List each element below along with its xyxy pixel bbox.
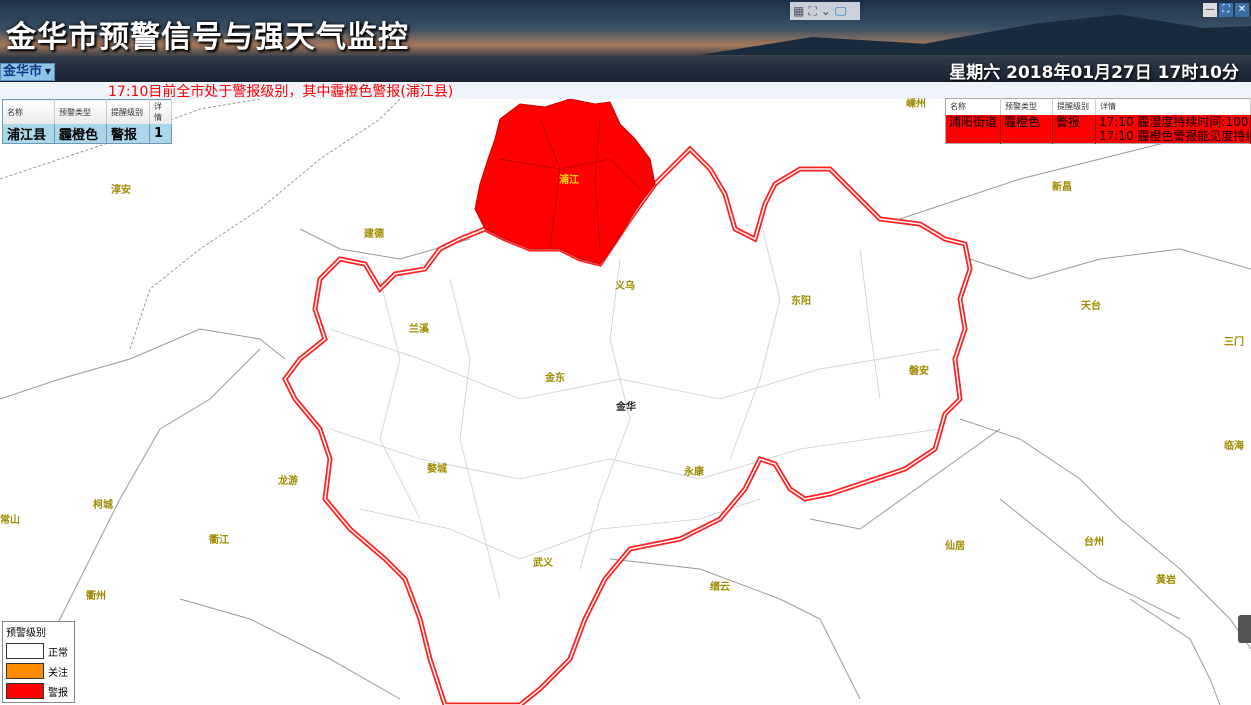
map[interactable] [0,99,1251,705]
map-label-panan: 磐安 [909,366,929,377]
cell-type: 霾橙色 [1000,114,1054,143]
legend-label: 警报 [48,687,68,699]
map-label-wuyi: 武义 [533,558,553,569]
map-label-xianju: 仙居 [945,541,965,552]
table-row[interactable]: 浦阳街道 霾橙色 警报 17:10 霾湿度持续时间:100 17:10 霾橙色警报… [945,114,1251,143]
pujiang-county-alert [474,99,656,265]
map-label-jinhua: 金华 [616,402,636,413]
legend-swatch [6,643,44,659]
table-header-row: 名称 预警类型 提醒级别 详情 [2,99,172,124]
column-header: 详情 [1095,98,1251,115]
map-label-taizhou: 台州 [1084,537,1104,548]
cell-detail: 17:10 霾湿度持续时间:100 17:10 霾橙色警报能见度持续 [1095,114,1251,143]
minimize-icon[interactable]: — [1203,3,1217,17]
map-label-chunan: 淳安 [111,185,131,196]
township-boundaries [329,218,941,600]
legend-label: 正常 [48,647,68,659]
township-alert-table: 名称 预警类型 提醒级别 详情 浦阳街道 霾橙色 警报 17:10 霾湿度持续时… [945,98,1251,144]
map-label-jiande: 建德 [364,229,384,240]
map-label-linhai: 临海 [1224,441,1244,452]
legend-item-normal: 正常 [6,643,71,659]
legend-item-alarm: 警报 [6,683,71,699]
map-label-jindong: 金东 [545,373,565,384]
window-controls: — ⛶ ✕ [1203,3,1249,17]
header-banner: 金华市预警信号与强天气监控 ▦ ⛶ ⌄ 🖵 — ⛶ ✕ 星期六 2018年01月… [0,0,1251,82]
cell-level: 警报 [106,124,150,144]
app-title: 金华市预警信号与强天气监控 [6,20,409,55]
region-select[interactable]: 金华市 ▼ [0,63,55,81]
legend-title: 预警级别 [6,628,46,639]
cell-level: 警报 [1052,114,1097,143]
map-label-kecheng: 柯城 [93,500,113,511]
maximize-icon[interactable]: ⛶ [1219,3,1233,17]
map-label-quzhou: 衢州 [86,591,106,602]
county-alert-table: 名称 预警类型 提醒级别 详情 浦江县 霾橙色 警报 1 [2,99,172,144]
neighbor-boundaries [0,99,1251,705]
map-label-changshan: 常山 [0,515,20,526]
map-toolbar: ▦ ⛶ ⌄ 🖵 [790,2,860,20]
region-select-value: 金华市 [3,64,43,79]
map-label-huangyan: 黄岩 [1156,575,1176,586]
legend-label: 关注 [48,667,68,679]
cell-type: 霾橙色 [54,124,107,144]
map-label-shengzhou: 嵊州 [906,99,926,110]
map-label-sanmen: 三门 [1224,337,1244,348]
table-row[interactable]: 浦江县 霾橙色 警报 1 [2,124,172,144]
detail-line: 17:10 霾湿度持续时间:100 [1099,114,1249,129]
alert-bar [0,82,1251,99]
grid-icon[interactable]: ▦ [793,4,805,18]
side-panel-toggle[interactable] [1238,615,1251,643]
column-header: 预警类型 [1000,98,1054,115]
legend: 预警级别 正常 关注 警报 [2,621,75,703]
fullscreen-icon[interactable]: ⛶ [808,3,817,18]
datetime: 星期六 2018年01月27日 17时10分 [949,63,1239,82]
map-label-pujiang: 浦江 [559,175,579,186]
map-label-wucheng: 婺城 [427,464,447,475]
map-label-yiwu: 义乌 [615,281,635,292]
table-header-row: 名称 预警类型 提醒级别 详情 [945,98,1251,115]
column-header: 名称 [2,99,55,124]
map-label-xinchang: 新昌 [1052,182,1072,193]
map-label-yongkang: 永康 [684,467,704,478]
legend-swatch [6,683,44,699]
map-label-lanxi: 兰溪 [409,324,429,335]
cell-name: 浦江县 [2,124,55,144]
caret-down-icon: ▼ [44,67,51,76]
chevron-down-icon[interactable]: ⌄ [820,4,831,18]
close-icon[interactable]: ✕ [1235,3,1249,17]
legend-item-attention: 关注 [6,663,71,679]
map-label-tiantai: 天台 [1081,301,1101,312]
column-header: 预警类型 [54,99,107,124]
banner-mountains [700,14,1251,55]
detail-line: 17:10 霾橙色警报能见度持续 [1099,128,1251,143]
map-label-jinyun: 缙云 [710,582,730,593]
legend-swatch [6,663,44,679]
column-header: 提醒级别 [1052,98,1097,115]
alert-text: 17:10目前全市处于警报级别，其中霾橙色警报(浦江县) [108,84,454,100]
cell-name: 浦阳街道 [945,114,1002,143]
column-header: 提醒级别 [106,99,150,124]
jinhua-boundary [282,145,973,705]
column-header: 详情 [149,99,172,124]
column-header: 名称 [945,98,1002,115]
map-label-longyou: 龙游 [278,476,298,487]
cell-detail: 1 [149,124,172,144]
map-label-dongyang: 东阳 [791,296,811,307]
map-label-qujiang: 衢江 [209,535,229,546]
monitor-icon[interactable]: 🖵 [834,3,847,18]
